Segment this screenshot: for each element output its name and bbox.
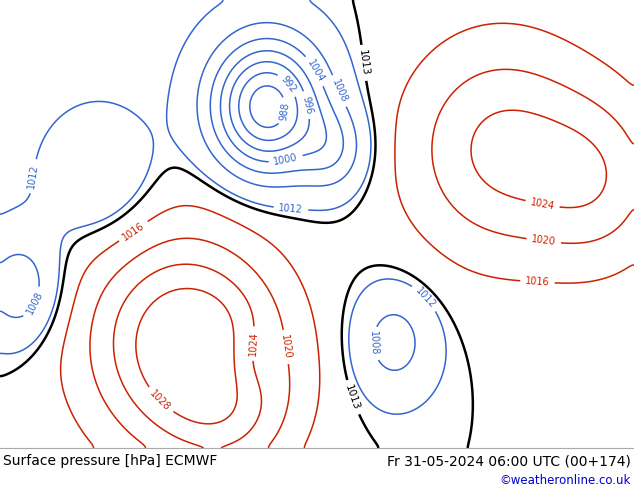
- Text: 1028: 1028: [148, 388, 172, 413]
- Text: 996: 996: [301, 95, 314, 115]
- Text: Surface pressure [hPa] ECMWF: Surface pressure [hPa] ECMWF: [3, 454, 217, 468]
- Text: 1012: 1012: [278, 203, 304, 215]
- Text: 1020: 1020: [280, 334, 293, 360]
- Text: 1012: 1012: [27, 163, 40, 189]
- Text: 1008: 1008: [368, 331, 379, 356]
- Text: 1016: 1016: [120, 220, 146, 242]
- Text: 1013: 1013: [357, 49, 370, 76]
- Text: 1016: 1016: [525, 276, 550, 288]
- Text: 992: 992: [279, 74, 298, 95]
- Text: 1013: 1013: [344, 383, 361, 412]
- Text: 1000: 1000: [273, 152, 299, 167]
- Text: Fr 31-05-2024 06:00 UTC (00+174): Fr 31-05-2024 06:00 UTC (00+174): [387, 454, 631, 468]
- Text: 988: 988: [279, 101, 292, 121]
- Text: 1004: 1004: [305, 58, 326, 84]
- Text: 1012: 1012: [413, 285, 437, 310]
- Text: 1024: 1024: [247, 331, 259, 356]
- Text: 1020: 1020: [531, 235, 557, 247]
- Text: ©weatheronline.co.uk: ©weatheronline.co.uk: [500, 474, 631, 487]
- Text: 1008: 1008: [330, 78, 349, 104]
- Text: 1024: 1024: [529, 197, 555, 212]
- Text: 1008: 1008: [25, 290, 45, 317]
